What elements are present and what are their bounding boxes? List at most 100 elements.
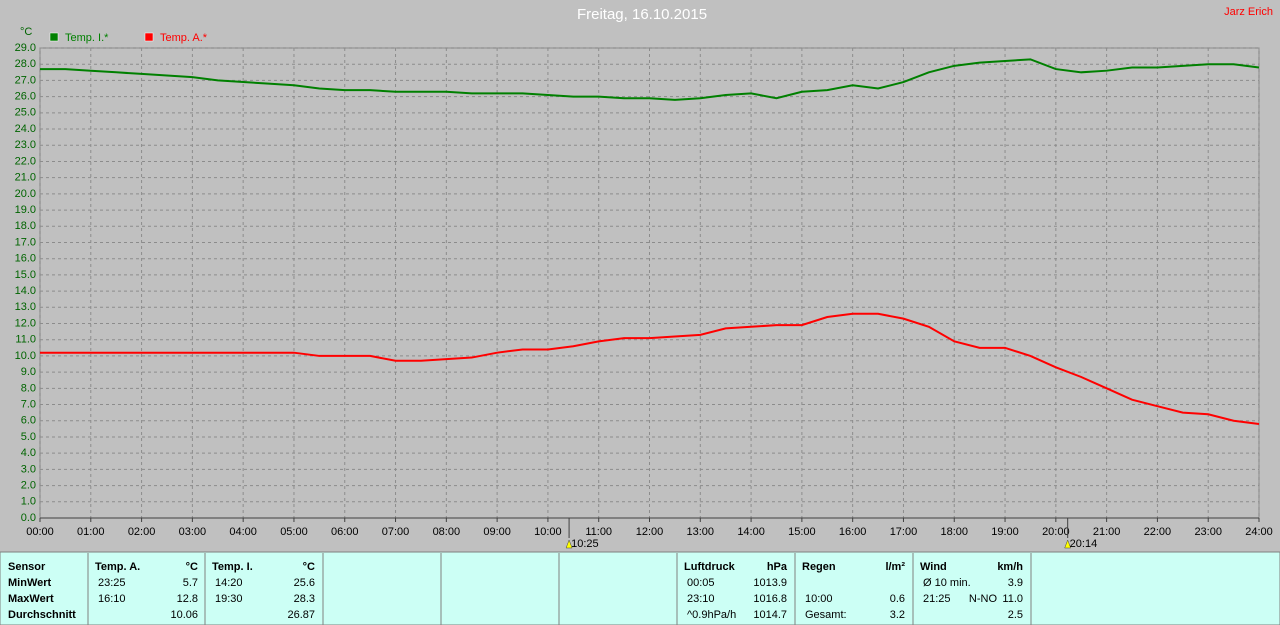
corner-label: Jarz Erich bbox=[1224, 6, 1273, 18]
row-value: 3.2 bbox=[890, 609, 905, 621]
row-time: 10:00 bbox=[805, 593, 833, 605]
y-tick-label: 1.0 bbox=[21, 496, 36, 508]
group-title: Regen bbox=[802, 561, 836, 573]
row-value: 28.3 bbox=[294, 593, 315, 605]
group-title: Temp. I. bbox=[212, 561, 253, 573]
x-tick-label: 10:00 bbox=[534, 526, 562, 538]
x-tick-label: 16:00 bbox=[839, 526, 867, 538]
y-tick-label: 10.0 bbox=[15, 350, 36, 362]
x-tick-label: 08:00 bbox=[433, 526, 461, 538]
x-tick-label: 00:00 bbox=[26, 526, 54, 538]
x-tick-label: 11:00 bbox=[585, 526, 612, 538]
row-value: 11.0 bbox=[1002, 593, 1023, 605]
y-tick-label: 4.0 bbox=[21, 447, 36, 459]
row-value: 5.7 bbox=[183, 577, 198, 589]
legend-label: Temp. A.* bbox=[160, 32, 208, 44]
x-tick-label: 19:00 bbox=[991, 526, 1019, 538]
y-tick-label: 23.0 bbox=[15, 139, 36, 151]
y-tick-label: 9.0 bbox=[21, 366, 36, 378]
stats-panel bbox=[0, 551, 1280, 625]
y-tick-label: 27.0 bbox=[15, 74, 36, 86]
y-tick-label: 26.0 bbox=[15, 91, 36, 103]
x-tick-label: 13:00 bbox=[687, 526, 715, 538]
group-title: Luftdruck bbox=[684, 561, 736, 573]
x-tick-label: 15:00 bbox=[788, 526, 816, 538]
y-tick-label: 29.0 bbox=[15, 42, 36, 54]
group-unit: km/h bbox=[997, 561, 1023, 573]
x-tick-label: 07:00 bbox=[382, 526, 410, 538]
annotation-label: 10:25 bbox=[571, 538, 599, 550]
row-time: 00:05 bbox=[687, 577, 715, 589]
x-tick-label: 09:00 bbox=[483, 526, 511, 538]
x-tick-label: 22:00 bbox=[1144, 526, 1172, 538]
x-tick-label: 18:00 bbox=[940, 526, 968, 538]
y-tick-label: 2.0 bbox=[21, 479, 36, 491]
row-label: MaxWert bbox=[8, 593, 54, 605]
y-tick-label: 12.0 bbox=[15, 317, 36, 329]
row-value: 10.06 bbox=[170, 609, 198, 621]
row-label: MinWert bbox=[8, 577, 52, 589]
row-time: Gesamt: bbox=[805, 609, 847, 621]
row-time: 16:10 bbox=[98, 593, 126, 605]
legend-swatch bbox=[144, 32, 154, 42]
x-tick-label: 17:00 bbox=[890, 526, 918, 538]
y-tick-label: 7.0 bbox=[21, 398, 36, 410]
sun-icon bbox=[1064, 539, 1072, 549]
y-tick-label: 16.0 bbox=[15, 253, 36, 265]
y-tick-label: 11.0 bbox=[15, 334, 36, 346]
y-tick-label: 20.0 bbox=[15, 188, 36, 200]
row-time: 23:10 bbox=[687, 593, 715, 605]
y-tick-label: 24.0 bbox=[15, 123, 36, 135]
x-tick-label: 05:00 bbox=[280, 526, 308, 538]
y-tick-label: 14.0 bbox=[15, 285, 36, 297]
y-tick-label: 13.0 bbox=[15, 301, 36, 313]
x-tick-label: 23:00 bbox=[1194, 526, 1222, 538]
group-title: Wind bbox=[920, 561, 947, 573]
y-tick-label: 19.0 bbox=[15, 204, 36, 216]
row-time: ^0.9hPa/h bbox=[687, 609, 736, 621]
y-tick-label: 25.0 bbox=[15, 107, 36, 119]
sun-icon bbox=[565, 539, 573, 549]
row-time: 21:25 bbox=[923, 593, 951, 605]
row-direction: N-NO bbox=[969, 593, 998, 605]
x-tick-label: 21:00 bbox=[1093, 526, 1121, 538]
y-tick-label: 8.0 bbox=[21, 382, 36, 394]
row-time: 14:20 bbox=[215, 577, 243, 589]
row-value: 26.87 bbox=[287, 609, 315, 621]
x-tick-label: 20:00 bbox=[1042, 526, 1070, 538]
annotation-label: 20:14 bbox=[1070, 538, 1098, 550]
line-series bbox=[40, 312, 1260, 425]
y-tick-label: 15.0 bbox=[15, 269, 36, 281]
group-unit: °C bbox=[303, 561, 315, 573]
row-value: 0.6 bbox=[890, 593, 905, 605]
legend-swatch bbox=[49, 32, 59, 42]
x-tick-label: 24:00 bbox=[1245, 526, 1273, 538]
legend-label: Temp. I.* bbox=[65, 32, 109, 44]
y-tick-label: 22.0 bbox=[15, 155, 36, 167]
y-tick-label: 3.0 bbox=[21, 463, 36, 475]
y-tick-label: 0.0 bbox=[21, 512, 36, 524]
row-label: Sensor bbox=[8, 561, 46, 573]
x-tick-label: 02:00 bbox=[128, 526, 156, 538]
y-tick-label: 6.0 bbox=[21, 415, 36, 427]
x-tick-label: 03:00 bbox=[179, 526, 207, 538]
group-unit: hPa bbox=[767, 561, 788, 573]
row-value: 25.6 bbox=[294, 577, 315, 589]
row-label: Durchschnitt bbox=[8, 609, 76, 621]
row-value: 2.5 bbox=[1008, 609, 1023, 621]
group-unit: l/m² bbox=[885, 561, 905, 573]
row-value: 1016.8 bbox=[753, 593, 787, 605]
x-tick-label: 06:00 bbox=[331, 526, 359, 538]
row-time: 23:25 bbox=[98, 577, 126, 589]
group-unit: °C bbox=[186, 561, 198, 573]
row-value: 1013.9 bbox=[753, 577, 787, 589]
x-tick-label: 12:00 bbox=[636, 526, 664, 538]
row-value: 12.8 bbox=[177, 593, 198, 605]
y-tick-label: 18.0 bbox=[15, 220, 36, 232]
chart-title: Freitag, 16.10.2015 bbox=[577, 6, 707, 23]
y-axis-label: °C bbox=[20, 26, 32, 38]
y-tick-label: 5.0 bbox=[21, 431, 36, 443]
row-value: 3.9 bbox=[1008, 577, 1023, 589]
